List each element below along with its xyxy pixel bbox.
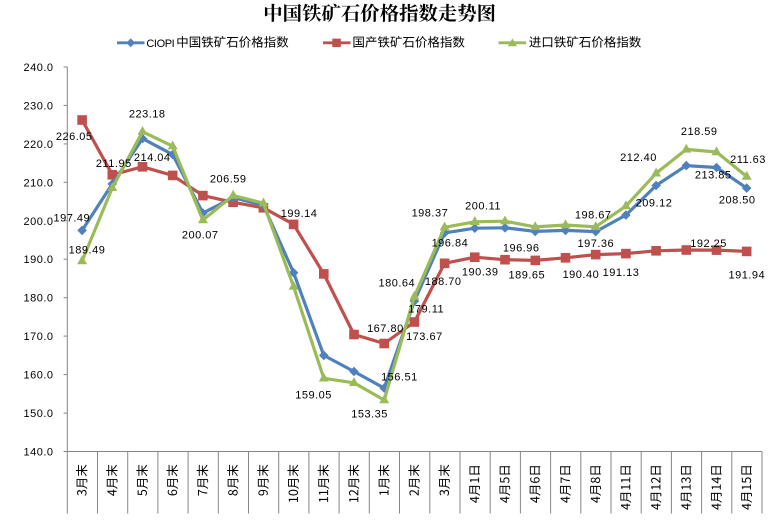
svg-text:214.04: 214.04 xyxy=(134,152,171,164)
svg-text:209.12: 209.12 xyxy=(636,197,673,209)
svg-text:188.70: 188.70 xyxy=(425,276,462,288)
svg-text:190.40: 190.40 xyxy=(563,269,600,281)
svg-text:179.11: 179.11 xyxy=(408,303,444,315)
svg-text:206.59: 206.59 xyxy=(210,174,247,186)
svg-text:189.49: 189.49 xyxy=(69,245,106,257)
svg-text:199.14: 199.14 xyxy=(281,208,318,220)
svg-text:211.63: 211.63 xyxy=(730,154,766,166)
svg-text:153.35: 153.35 xyxy=(351,409,388,421)
svg-text:212.40: 212.40 xyxy=(620,152,657,164)
svg-text:223.18: 223.18 xyxy=(129,109,166,121)
svg-text:211.95: 211.95 xyxy=(96,158,132,170)
svg-text:192.25: 192.25 xyxy=(690,238,727,250)
svg-text:240.0: 240.0 xyxy=(23,62,53,74)
svg-text:190.0: 190.0 xyxy=(23,254,53,266)
svg-text:150.0: 150.0 xyxy=(23,408,53,420)
svg-text:200.11: 200.11 xyxy=(465,200,501,212)
svg-text:173.67: 173.67 xyxy=(406,331,443,343)
svg-text:208.50: 208.50 xyxy=(719,195,756,207)
svg-text:220.0: 220.0 xyxy=(23,139,53,151)
svg-text:200.07: 200.07 xyxy=(182,229,219,241)
svg-text:160.0: 160.0 xyxy=(23,370,53,382)
svg-text:180.64: 180.64 xyxy=(378,278,415,290)
svg-text:198.67: 198.67 xyxy=(575,210,612,222)
svg-text:159.05: 159.05 xyxy=(295,390,332,402)
svg-text:230.0: 230.0 xyxy=(23,100,53,112)
svg-text:170.0: 170.0 xyxy=(23,331,53,343)
svg-text:190.39: 190.39 xyxy=(462,267,499,279)
svg-text:180.0: 180.0 xyxy=(23,293,53,305)
svg-text:140.0: 140.0 xyxy=(23,447,53,459)
svg-text:196.84: 196.84 xyxy=(432,238,469,250)
svg-text:197.36: 197.36 xyxy=(577,238,614,250)
svg-text:191.13: 191.13 xyxy=(603,267,640,279)
svg-text:213.85: 213.85 xyxy=(695,169,732,181)
svg-text:CIOPI: CIOPI xyxy=(146,38,174,50)
svg-text:218.59: 218.59 xyxy=(681,126,718,138)
svg-text:197.49: 197.49 xyxy=(53,212,90,224)
svg-text:200.0: 200.0 xyxy=(23,216,53,228)
svg-text:167.80: 167.80 xyxy=(367,323,404,335)
svg-text:196.96: 196.96 xyxy=(503,242,540,254)
svg-text:191.94: 191.94 xyxy=(728,270,765,282)
svg-text:156.51: 156.51 xyxy=(381,371,418,383)
svg-text:198.37: 198.37 xyxy=(412,208,449,220)
svg-text:189.65: 189.65 xyxy=(508,270,545,282)
svg-text:210.0: 210.0 xyxy=(23,177,53,189)
svg-text:226.05: 226.05 xyxy=(56,131,93,143)
